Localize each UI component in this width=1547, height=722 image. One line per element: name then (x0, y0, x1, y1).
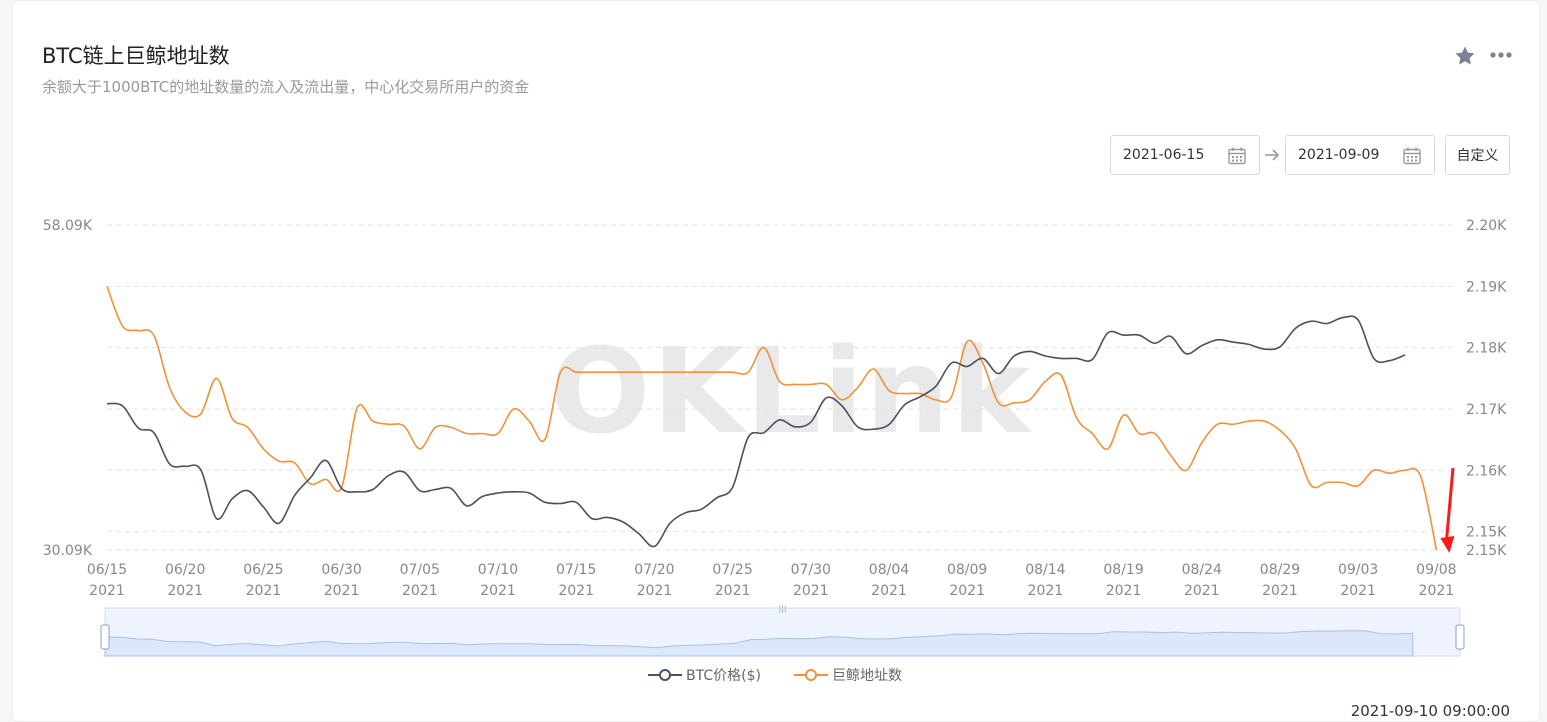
star-icon[interactable] (1453, 44, 1477, 68)
x-tick-year-label: 2021 (167, 583, 203, 599)
start-date-value: 2021-06-15 (1123, 147, 1205, 163)
start-date-picker[interactable]: 2021-06-15 (1110, 135, 1260, 175)
chart-title: BTC链上巨鲸地址数 (42, 44, 230, 68)
y-right-tick-label: 2.19K (1466, 279, 1507, 295)
x-tick-year-label: 2021 (1028, 583, 1064, 599)
x-tick-year-label: 2021 (793, 583, 829, 599)
legend-label: BTC价格($) (686, 668, 761, 684)
annotation-arrow-head (1440, 536, 1455, 553)
more-options-icon[interactable] (1488, 44, 1514, 66)
y-right-tick-label: 2.15K (1466, 543, 1507, 559)
x-tick-label: 07/15 (556, 562, 596, 578)
x-tick-year-label: 2021 (324, 583, 360, 599)
x-tick-label: 08/09 (947, 562, 987, 578)
x-tick-year-label: 2021 (1262, 583, 1298, 599)
arrow-right-icon (1265, 149, 1280, 161)
x-tick-label: 08/19 (1103, 562, 1143, 578)
x-tick-year-label: 2021 (871, 583, 907, 599)
update-timestamp: 2021-09-10 09:00:00 (1350, 702, 1510, 720)
x-tick-year-label: 2021 (949, 583, 985, 599)
x-tick-label: 07/10 (478, 562, 518, 578)
y-left-tick-label: 30.09K (43, 543, 93, 559)
x-tick-year-label: 2021 (1106, 583, 1142, 599)
x-tick-year-label: 2021 (1340, 583, 1376, 599)
x-tick-label: 08/24 (1182, 562, 1222, 578)
legend-label: 巨鲸地址数 (832, 668, 902, 684)
legend-item-btc-price[interactable]: BTC价格($) (648, 660, 761, 690)
x-tick-label: 09/08 (1416, 562, 1456, 578)
x-tick-year-label: 2021 (1419, 583, 1455, 599)
end-date-picker[interactable]: 2021-09-09 (1285, 135, 1435, 175)
series-line-btc-price (106, 315, 1406, 548)
chart-subtitle: 余额大于1000BTC的地址数量的流入及流出量，中心化交易所用户的资金 (42, 78, 530, 96)
x-tick-label: 06/30 (321, 562, 361, 578)
annotation-arrow-line (1444, 467, 1455, 543)
x-tick-year-label: 2021 (637, 583, 673, 599)
series-line-whale-count (106, 286, 1438, 551)
x-tick-label: 06/20 (165, 562, 205, 578)
y-right-tick-label: 2.18K (1466, 341, 1507, 357)
chart-legend: BTC价格($) 巨鲸地址数 (0, 660, 1547, 690)
x-tick-year-label: 2021 (1184, 583, 1220, 599)
y-left-tick-label: 58.09K (43, 218, 93, 234)
zoom-drag-grip[interactable]: ||| (778, 604, 786, 613)
zoom-handle-left[interactable] (100, 624, 110, 650)
custom-range-button[interactable]: 自定义 (1445, 135, 1510, 175)
legend-line-icon (648, 669, 682, 681)
x-tick-label: 07/20 (634, 562, 674, 578)
x-tick-year-label: 2021 (480, 583, 516, 599)
x-tick-label: 06/25 (243, 562, 283, 578)
calendar-icon (1228, 147, 1246, 165)
y-right-tick-label: 2.20K (1466, 218, 1507, 234)
legend-item-whale-count[interactable]: 巨鲸地址数 (794, 660, 902, 690)
end-date-value: 2021-09-09 (1298, 147, 1380, 163)
x-tick-label: 08/14 (1025, 562, 1065, 578)
y-right-tick-label: 2.15K (1466, 525, 1507, 541)
legend-line-icon (794, 669, 828, 681)
x-tick-label: 07/05 (400, 562, 440, 578)
y-right-tick-label: 2.16K (1466, 463, 1507, 479)
watermark-logo: OKLink (550, 322, 1032, 460)
x-tick-label: 06/15 (87, 562, 127, 578)
x-tick-label: 07/25 (712, 562, 752, 578)
chart-card (12, 0, 1540, 722)
y-right-tick-label: 2.17K (1466, 402, 1507, 418)
x-tick-year-label: 2021 (402, 583, 438, 599)
x-tick-year-label: 2021 (246, 583, 282, 599)
calendar-icon (1403, 147, 1421, 165)
zoom-slider-preview (104, 630, 1414, 657)
x-tick-label: 07/30 (791, 562, 831, 578)
x-tick-year-label: 2021 (558, 583, 594, 599)
x-tick-label: 08/29 (1260, 562, 1300, 578)
x-tick-label: 09/03 (1338, 562, 1378, 578)
x-tick-year-label: 2021 (89, 583, 125, 599)
zoom-handle-right[interactable] (1455, 624, 1465, 650)
x-tick-label: 08/04 (869, 562, 909, 578)
x-tick-year-label: 2021 (715, 583, 751, 599)
